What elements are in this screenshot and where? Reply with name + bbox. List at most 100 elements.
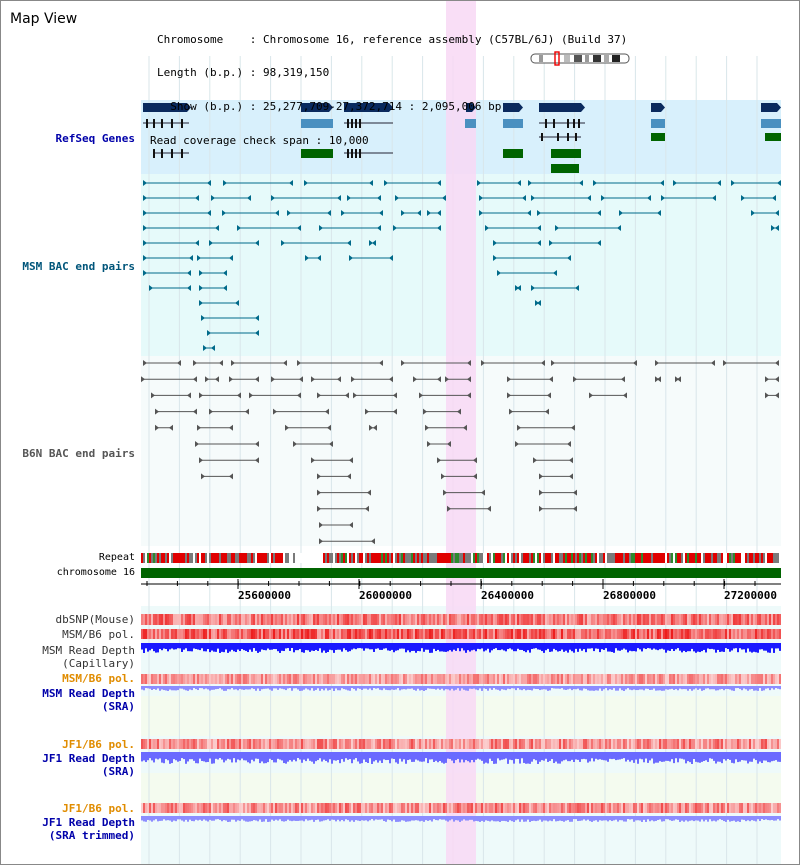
- repeat-element: [605, 553, 607, 563]
- read-depth-bar: [603, 686, 605, 690]
- read-depth-bar: [293, 816, 295, 821]
- read-depth-bar: [409, 752, 411, 760]
- read-depth-bar: [283, 752, 285, 764]
- polymorphism-cell: [419, 614, 421, 625]
- polymorphism-cell: [301, 614, 303, 625]
- polymorphism-cell: [349, 739, 351, 749]
- read-depth-bar: [259, 686, 261, 691]
- polymorphism-cell: [711, 674, 713, 684]
- msm-bac-pair-end: [297, 225, 301, 231]
- msm-bac-pair-end: [337, 195, 341, 201]
- read-depth-bar: [253, 643, 255, 649]
- polymorphism-cell: [381, 629, 383, 639]
- polymorphism-cell: [223, 674, 225, 684]
- repeat-element: [739, 553, 741, 563]
- polymorphism-cell: [329, 739, 331, 749]
- track-label-jf1-b6-pol: JF1/B6 pol.: [62, 738, 135, 751]
- read-depth-bar: [641, 752, 643, 760]
- polymorphism-cell: [749, 674, 751, 684]
- polymorphism-cell: [529, 629, 531, 639]
- polymorphism-cell: [187, 739, 189, 749]
- read-depth-bar: [471, 816, 473, 820]
- read-depth-bar: [587, 643, 589, 649]
- polymorphism-cell: [433, 803, 435, 813]
- b6n-bac-pair-end: [345, 392, 349, 399]
- msm-bac-pair-end: [369, 180, 373, 186]
- read-depth-bar: [479, 816, 481, 822]
- read-depth-bar: [517, 816, 519, 820]
- read-depth-bar: [487, 816, 489, 821]
- polymorphism-cell: [755, 629, 757, 639]
- read-depth-bar: [679, 752, 681, 759]
- polymorphism-cell: [347, 674, 349, 684]
- polymorphism-cell: [643, 739, 645, 749]
- polymorphism-cell: [615, 739, 617, 749]
- read-depth-bar: [723, 643, 725, 652]
- polymorphism-cell: [467, 803, 469, 813]
- read-depth-bar: [779, 816, 781, 821]
- read-depth-bar: [301, 816, 303, 821]
- read-depth-bar: [333, 816, 335, 820]
- polymorphism-cell: [323, 674, 325, 684]
- polymorphism-cell: [391, 674, 393, 684]
- read-depth-bar: [201, 752, 203, 762]
- msm-bac-pair-end: [197, 255, 201, 261]
- read-depth-bar: [153, 752, 155, 763]
- repeat-element: [143, 553, 145, 563]
- polymorphism-cell: [431, 629, 433, 639]
- polymorphism-cell: [157, 739, 159, 749]
- polymorphism-cell: [377, 803, 379, 813]
- read-depth-bar: [225, 686, 227, 691]
- polymorphism-cell: [447, 614, 449, 625]
- read-depth-bar: [429, 816, 431, 821]
- polymorphism-cell: [765, 614, 767, 625]
- polymorphism-cell: [261, 674, 263, 684]
- b6n-bac-pair-end: [711, 360, 715, 366]
- polymorphism-cell: [651, 739, 653, 749]
- polymorphism-cell: [523, 739, 525, 749]
- polymorphism-cell: [229, 739, 231, 749]
- repeat-element: [421, 553, 423, 563]
- read-depth-bar: [315, 643, 317, 650]
- polymorphism-cell: [717, 739, 719, 749]
- refseq-gene-arrow: [472, 103, 476, 112]
- axis-tick-label: 26800000: [603, 589, 656, 602]
- read-depth-bar: [473, 643, 475, 650]
- polymorphism-cell: [217, 739, 219, 749]
- polymorphism-cell: [543, 739, 545, 749]
- repeat-element: [213, 553, 215, 563]
- polymorphism-cell: [635, 629, 637, 639]
- polymorphism-cell: [289, 803, 291, 813]
- polymorphism-cell: [737, 803, 739, 813]
- msm-bac-pair-end: [271, 195, 275, 201]
- read-depth-bar: [663, 686, 665, 691]
- read-depth-bar: [415, 752, 417, 760]
- polymorphism-cell: [161, 629, 163, 639]
- read-depth-bar: [577, 752, 579, 760]
- track-label-b6n-bac[interactable]: B6N BAC end pairs: [22, 447, 135, 460]
- repeat-element: [743, 553, 745, 563]
- polymorphism-cell: [513, 803, 515, 813]
- read-depth-bar: [239, 686, 241, 689]
- polymorphism-cell: [171, 739, 173, 749]
- read-depth-bar: [343, 816, 345, 822]
- track-label-refseq-genes[interactable]: RefSeq Genes: [55, 132, 135, 145]
- polymorphism-cell: [243, 739, 245, 749]
- polymorphism-cell: [271, 739, 273, 749]
- polymorphism-cell: [647, 674, 649, 684]
- read-depth-bar: [149, 816, 151, 821]
- polymorphism-cell: [575, 629, 577, 639]
- polymorphism-cell: [665, 739, 667, 749]
- polymorphism-cell: [627, 674, 629, 684]
- polymorphism-cell: [337, 674, 339, 684]
- read-depth-bar: [749, 686, 751, 690]
- track-label-msm-bac[interactable]: MSM BAC end pairs: [22, 260, 135, 273]
- repeat-element: [607, 553, 609, 563]
- read-depth-bar: [597, 686, 599, 691]
- b6n-bac-pair-end: [325, 408, 329, 415]
- msm-bac-pair-end: [395, 195, 399, 201]
- polymorphism-cell: [201, 629, 203, 639]
- read-depth-bar: [151, 752, 153, 761]
- repeat-element: [779, 553, 781, 563]
